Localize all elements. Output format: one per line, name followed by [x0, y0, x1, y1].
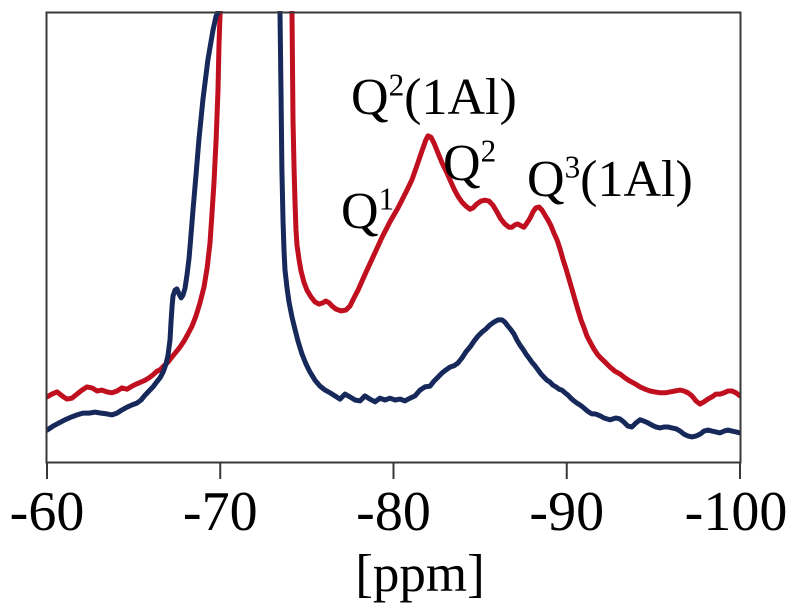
peak-label-text: Q [341, 183, 379, 240]
x-tick-label: -90 [529, 481, 605, 543]
peak-label-text: Q [443, 135, 481, 192]
x-tick-label: -80 [356, 481, 431, 543]
peak-label-q2: Q2 [443, 135, 496, 192]
peak-label-superscript: 2 [480, 133, 497, 169]
peak-label-text: Q [351, 69, 389, 126]
peak-label-q3-1al: Q3(1Al) [527, 151, 693, 208]
navy-series-line [46, 11, 741, 440]
peak-label-superscript: 1 [378, 181, 395, 217]
peak-label-q2-1al: Q2(1Al) [351, 69, 517, 126]
peak-label-q1: Q1 [341, 183, 394, 240]
peak-label-text: (1Al) [404, 69, 517, 126]
x-tick-label: -70 [182, 481, 258, 543]
peak-label-superscript: 3 [564, 149, 581, 185]
peak-label-text: (1Al) [580, 151, 693, 208]
red-series-line [46, 11, 741, 407]
x-axis-title: [ppm] [355, 545, 485, 603]
peak-label-superscript: 2 [388, 67, 405, 103]
x-tick-label: -100 [684, 481, 788, 543]
peak-label-text: Q [527, 151, 565, 208]
x-axis-ticks [46, 462, 741, 479]
x-tick-label: -60 [9, 481, 85, 543]
